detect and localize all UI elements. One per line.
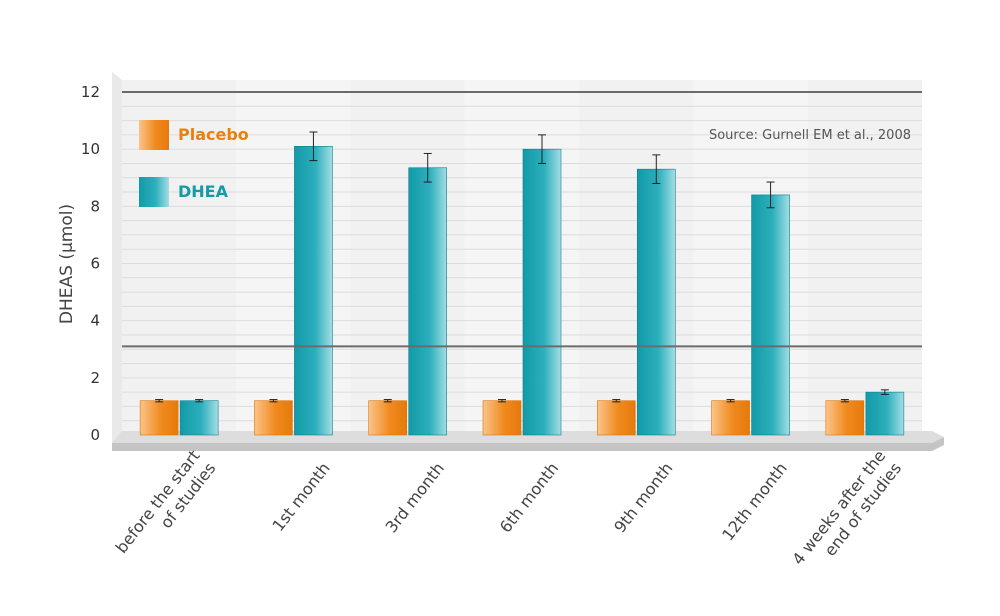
bar-placebo	[254, 400, 293, 436]
bars	[139, 131, 905, 436]
category-label-line: 6th month	[496, 459, 562, 537]
category-label-line: 12th month	[718, 459, 791, 545]
category-label: 6th month	[496, 459, 562, 537]
legend-swatch-dhea	[139, 177, 169, 207]
legend-swatch-placebo	[139, 120, 169, 150]
bar-placebo	[596, 400, 636, 436]
y-tick-label: 2	[90, 369, 100, 387]
category-label: 3rd month	[382, 459, 448, 537]
bar-dhea	[522, 148, 562, 436]
bar-dhea	[636, 168, 676, 436]
category-label: 12th month	[718, 459, 791, 545]
y-tick-label: 12	[81, 83, 100, 101]
category-label: 4 weeks after theend of studies	[788, 446, 905, 580]
y-tick-label: 10	[81, 140, 100, 158]
legend: Placebo DHEA	[139, 120, 249, 207]
bar-placebo	[482, 400, 522, 436]
category-labels: before the startof studies 1st month 3rd m…	[112, 446, 906, 580]
column-band	[464, 80, 580, 435]
left-wall	[112, 72, 122, 443]
legend-label-dhea: DHEA	[178, 182, 229, 201]
category-label-line: 9th month	[610, 459, 676, 537]
category-label-line: 1st month	[268, 459, 333, 535]
y-tick-label: 8	[90, 197, 100, 215]
bar-placebo	[368, 400, 408, 436]
legend-label-placebo: Placebo	[178, 125, 249, 144]
column-band	[807, 80, 922, 435]
bar-placebo	[711, 400, 750, 436]
bar-placebo	[139, 400, 179, 436]
bar-dhea	[179, 400, 219, 436]
column-band	[350, 80, 465, 435]
column-band	[579, 80, 694, 435]
bar-dhea	[751, 194, 790, 436]
floor-edge	[112, 437, 944, 451]
reference-lines	[122, 91, 922, 348]
y-axis-label: DHEAS (µmol)	[57, 204, 77, 324]
bar-dhea	[408, 167, 448, 436]
category-label: 1st month	[268, 459, 333, 535]
y-tick-label: 4	[90, 312, 100, 330]
column-band	[236, 80, 351, 435]
category-label: before the startof studies	[112, 446, 220, 569]
bar-dhea	[865, 391, 905, 436]
category-label-line: 3rd month	[382, 459, 448, 537]
y-tick-label: 0	[90, 426, 100, 444]
source-annotation: Source: Gurnell EM et al., 2008	[709, 128, 911, 143]
y-tick-labels: 0 2 4 6 8 10 12	[81, 83, 100, 444]
bar-dhea	[294, 146, 333, 436]
y-tick-label: 6	[90, 255, 100, 273]
category-label: 9th month	[610, 459, 676, 537]
bar-placebo	[825, 400, 865, 436]
